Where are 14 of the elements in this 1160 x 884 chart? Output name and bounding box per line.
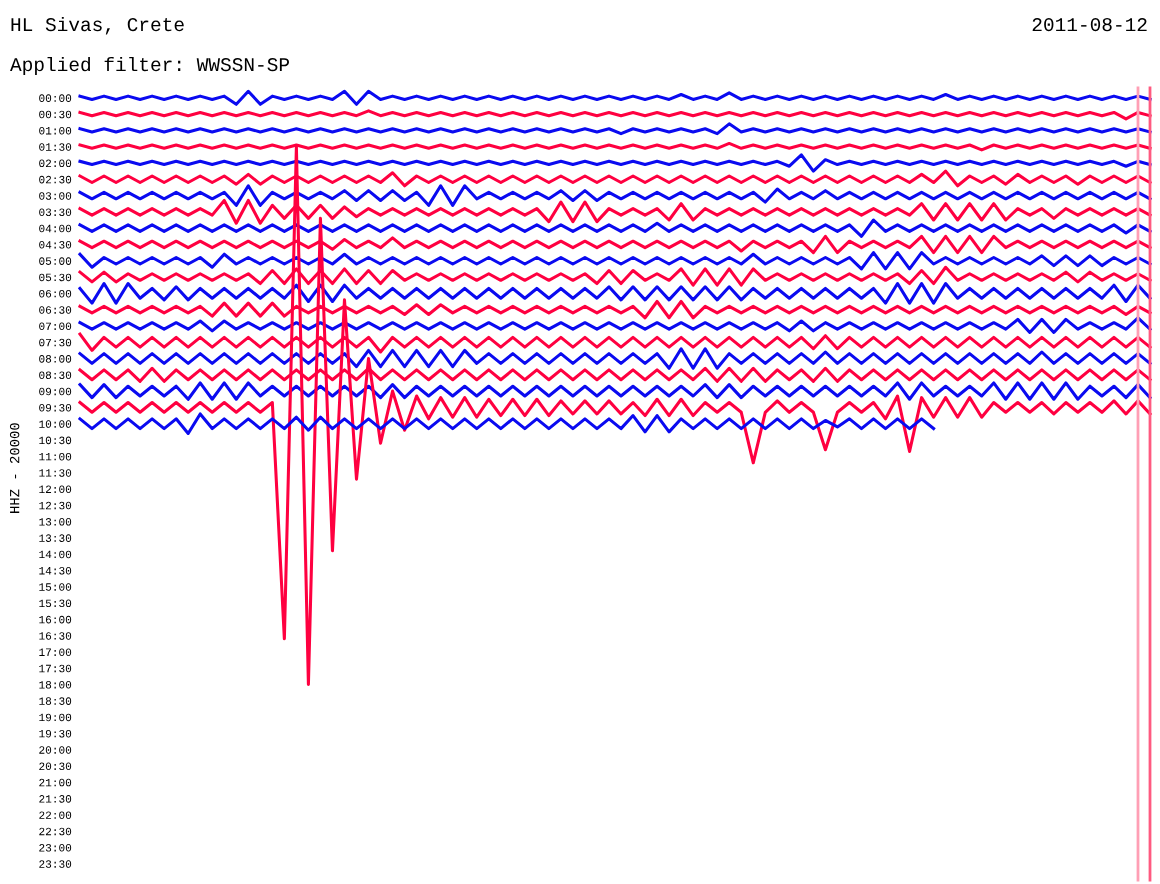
line-series xyxy=(78,218,1152,238)
chart-subtitle: Applied filter: WWSSN-SP xyxy=(10,56,289,76)
line-series xyxy=(78,412,936,436)
line-series xyxy=(78,145,1152,686)
line-series xyxy=(78,282,1152,305)
line-series xyxy=(78,251,1152,271)
line-series xyxy=(78,89,1152,106)
line-series xyxy=(78,316,1152,334)
line-series xyxy=(78,153,1152,173)
line-series xyxy=(78,381,1152,401)
line-series xyxy=(78,184,1152,207)
line-series xyxy=(78,347,1152,370)
text: 2011-08-12 xyxy=(1032,18,1147,32)
chart-title: HL Sivas, Crete xyxy=(11,16,184,35)
